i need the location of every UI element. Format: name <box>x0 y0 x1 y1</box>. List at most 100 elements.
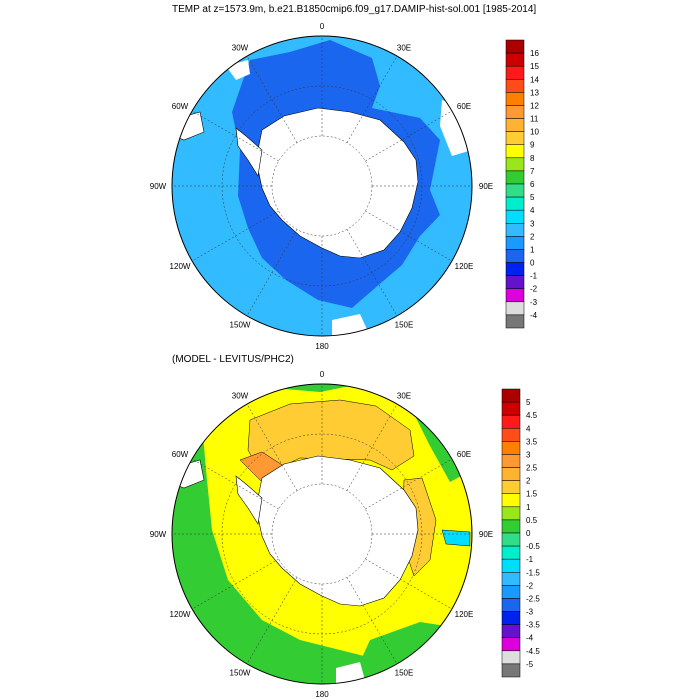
bottom-colorbar-box <box>501 388 521 403</box>
top-polar-map: 0 30E 60E 90E 120E 150E 180 150W 120W 90W 60W 30W <box>150 22 493 351</box>
bottom-colorbar-box <box>501 428 521 442</box>
top-lon-label: 90W <box>150 182 167 191</box>
bottom-lon-labels: 0 30E 60E 90E 120E 150E 180 150W 120W 90W 60W 30W <box>150 370 493 699</box>
bottom-colorbar-box <box>501 467 521 481</box>
bottom-map-land-south <box>336 662 366 684</box>
top-colorbar-box <box>505 223 525 237</box>
bottom-colorbar-label: 0 <box>526 529 531 538</box>
top-map-frame <box>171 35 473 337</box>
bottom-colorbar-box <box>501 663 521 678</box>
bottom-meridian <box>365 558 453 610</box>
top-meridian <box>246 55 298 143</box>
bottom-colorbar-label: 2.5 <box>526 464 538 473</box>
top-meridian <box>365 110 453 162</box>
top-colorbar-box <box>505 105 525 119</box>
top-meridian <box>346 229 398 317</box>
top-colorbar-label: -1 <box>530 272 538 281</box>
top-lon-label: 0 <box>320 22 325 31</box>
bottom-colorbar-box <box>501 401 521 416</box>
top-colorbar-label: 0 <box>530 259 535 268</box>
top-lon-labels: 0 30E 60E 90E 120E 150E 180 150W 120W 90W 60W 30W <box>150 22 493 351</box>
bottom-meridian <box>191 458 279 510</box>
top-colorbar-box <box>505 183 525 198</box>
top-colorbar-box <box>505 288 525 303</box>
top-meridian <box>365 210 453 262</box>
bottom-map-cool-patch <box>441 529 471 547</box>
bottom-lon-label: 60E <box>457 450 471 459</box>
bottom-graticule-meridians <box>172 384 472 684</box>
top-meridian <box>191 110 279 162</box>
bottom-colorbar-label: -2 <box>526 581 534 590</box>
top-colorbar-label: -3 <box>530 298 538 307</box>
top-colorbar-box <box>505 118 525 132</box>
bottom-lon-label: 150E <box>395 669 414 678</box>
top-colorbar-box <box>505 236 525 250</box>
top-meridian <box>191 210 279 262</box>
bottom-lon-label: 120E <box>455 610 474 619</box>
bottom-colorbar-label: -5 <box>526 660 534 669</box>
top-colorbar-label: 11 <box>530 115 539 124</box>
top-colorbar-label: -4 <box>530 311 538 320</box>
top-lon-label: 120W <box>170 262 191 271</box>
top-colorbar-box <box>505 131 525 145</box>
bottom-colorbar-label: -3 <box>526 608 534 617</box>
bottom-lon-label: 30E <box>397 391 411 400</box>
bottom-colorbar-label: 4 <box>526 424 531 433</box>
bottom-colorbar-label: 3.5 <box>526 437 538 446</box>
bottom-colorbar-box <box>501 545 521 560</box>
bottom-colorbar-label: -1 <box>526 555 534 564</box>
bottom-lon-label: 180 <box>315 690 329 699</box>
bottom-polar-map: 0 30E 60E 90E 120E 150E 180 150W 120W 90W 60W 30W <box>150 370 493 699</box>
top-colorbar-box <box>505 196 525 211</box>
top-lon-label: 120E <box>455 262 474 271</box>
bottom-colorbar-label: 0.5 <box>526 516 538 525</box>
top-lon-label: 150W <box>230 321 251 330</box>
bottom-colorbar-box <box>501 585 521 599</box>
bottom-lon-label: 120W <box>170 610 191 619</box>
top-colorbar-box <box>505 275 525 289</box>
bottom-meridian <box>346 577 398 665</box>
bottom-colorbar-box <box>501 414 521 429</box>
top-colorbar-label: 8 <box>530 154 535 163</box>
bottom-colorbar-label: 1.5 <box>526 490 538 499</box>
bottom-meridian <box>246 403 298 491</box>
bottom-colorbar-box <box>501 624 521 638</box>
bottom-lon-label: 30W <box>232 391 249 400</box>
bottom-panel-title: (MODEL - LEVITUS/PHC2) <box>172 354 294 365</box>
top-colorbar-label: 9 <box>530 141 535 150</box>
top-colorbar-label: 6 <box>530 180 535 189</box>
bottom-colorbar-box <box>501 519 521 534</box>
bottom-colorbar-box <box>501 558 521 573</box>
bottom-meridian <box>346 403 398 491</box>
top-lon-label: 90E <box>479 182 493 191</box>
top-meridian <box>246 229 298 317</box>
bottom-meridian <box>191 558 279 610</box>
top-colorbar-label: 7 <box>530 167 535 176</box>
bottom-lon-label: 90W <box>150 530 167 539</box>
bottom-colorbar-label: 4.5 <box>526 411 538 420</box>
top-lon-label: 60W <box>172 102 189 111</box>
top-lon-label: 180 <box>315 342 329 351</box>
bottom-colorbar-box <box>501 480 521 494</box>
top-colorbar-box <box>505 39 525 54</box>
bottom-colorbar-box <box>501 506 521 521</box>
top-colorbar-box <box>505 249 525 263</box>
bottom-colorbar-label: -4 <box>526 634 534 643</box>
bottom-colorbar-label: -4.5 <box>526 647 540 656</box>
bottom-colorbar-box <box>501 650 521 665</box>
bottom-colorbar-label: -3.5 <box>526 621 540 630</box>
bottom-meridian <box>365 458 453 510</box>
bottom-map-frame <box>171 383 473 685</box>
bottom-lon-label: 60W <box>172 450 189 459</box>
top-colorbar-label: 15 <box>530 62 539 71</box>
bottom-lon-label: 0 <box>320 370 325 379</box>
top-colorbar-box <box>505 79 525 93</box>
bottom-colorbar-box <box>501 611 521 625</box>
bottom-lon-label: 150W <box>230 669 251 678</box>
bottom-colorbar-label: -1.5 <box>526 568 540 577</box>
top-map-antarctica <box>255 107 419 259</box>
top-graticule-meridians <box>172 36 472 336</box>
bottom-lon-label: 90E <box>479 530 493 539</box>
top-colorbar-label: 14 <box>530 75 539 84</box>
